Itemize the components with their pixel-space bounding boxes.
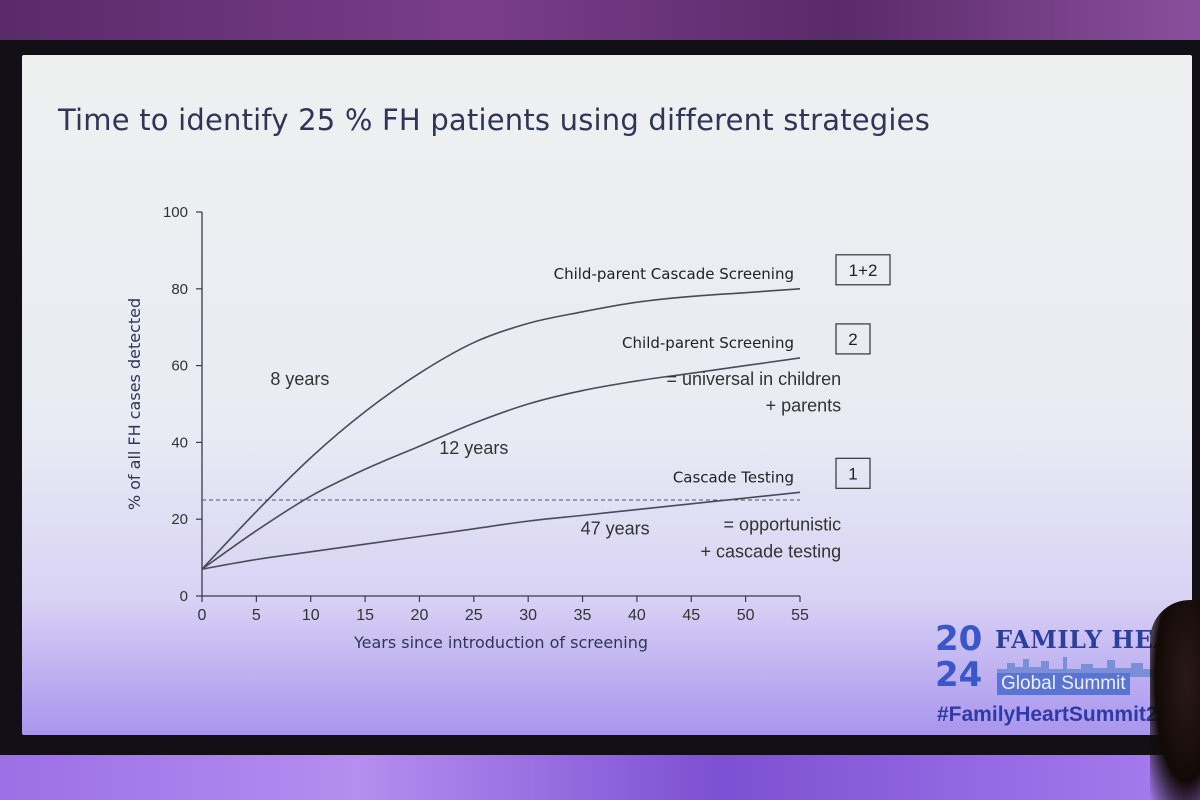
detection-line-chart: 0 20 40 60 80 100 0 5 10 15 20 25 30 35 40 45 50 55 Years … xyxy=(125,204,891,652)
series-line-child-parent-cascade xyxy=(201,288,801,570)
logo-year-bottom: 24 xyxy=(935,655,983,695)
series-line-cascade-testing xyxy=(201,491,801,570)
x-tick-label: 10 xyxy=(302,607,320,624)
presentation-slide: Time to identify 25 % FH patients using … xyxy=(22,55,1192,735)
x-tick-label: 0 xyxy=(198,607,207,624)
y-tick-label: 60 xyxy=(171,358,188,375)
annotation-label: = opportunistic xyxy=(724,515,842,535)
x-tick-label: 15 xyxy=(356,607,374,624)
x-axis-label: Years since introduction of screening xyxy=(353,633,648,652)
stage-floor xyxy=(0,755,1200,800)
stage-ceiling xyxy=(0,0,1200,42)
y-tick-label: 40 xyxy=(171,434,188,451)
skyline-icon xyxy=(997,657,1187,677)
series-tag-label: 2 xyxy=(848,330,857,349)
annotation-label: + parents xyxy=(766,396,842,416)
series-name-label: Child-parent Screening xyxy=(622,334,794,352)
annotation-label: + cascade testing xyxy=(701,542,842,562)
series-tag-label: 1 xyxy=(848,464,857,483)
y-tick-label: 20 xyxy=(171,511,188,528)
series-tag-box xyxy=(835,323,871,355)
annotation-label: 12 years xyxy=(439,438,508,458)
audience-member-silhouette xyxy=(1150,600,1200,800)
y-tick-label: 100 xyxy=(163,204,188,221)
x-tick-label: 30 xyxy=(519,607,537,624)
x-tick-label: 55 xyxy=(791,607,809,624)
x-tick-label: 25 xyxy=(465,607,483,624)
chart-labels: Child-parent Cascade Screening 1+2 Child-p… xyxy=(270,254,891,562)
series-tag-label: 1+2 xyxy=(849,261,878,280)
x-tick-label: 40 xyxy=(628,607,646,624)
logo-year-top: 20 xyxy=(935,619,983,659)
slide-title: Time to identify 25 % FH patients using … xyxy=(58,103,931,137)
x-tick-label: 20 xyxy=(411,607,429,624)
x-tick-label: 5 xyxy=(252,607,261,624)
annotation-label: 8 years xyxy=(270,369,329,389)
chart-axes: 0 20 40 60 80 100 0 5 10 15 20 25 30 35 40 45 50 55 Years … xyxy=(125,204,809,652)
series-name-label: Child-parent Cascade Screening xyxy=(554,265,794,283)
x-tick-label: 35 xyxy=(574,607,592,624)
series-name-label: Cascade Testing xyxy=(673,468,794,486)
summit-logo: 20 24 FAMILY HEART Global Summit #Family… xyxy=(935,621,1192,735)
chart-lines xyxy=(201,288,801,570)
annotation-label: 47 years xyxy=(581,519,650,539)
x-tick-label: 50 xyxy=(737,607,755,624)
y-tick-label: 0 xyxy=(180,588,188,605)
logo-subtitle: Global Summit xyxy=(997,673,1130,695)
y-tick-label: 80 xyxy=(171,281,188,298)
series-tag-box xyxy=(835,457,871,489)
logo-hashtag: #FamilyHeartSummit24 xyxy=(937,703,1170,726)
logo-year: 20 24 xyxy=(935,621,997,699)
y-axis-label: % of all FH cases detected xyxy=(125,298,144,510)
x-tick-label: 45 xyxy=(682,607,700,624)
series-tag-box xyxy=(835,254,891,286)
series-line-child-parent-screening xyxy=(201,357,801,570)
annotation-label: = universal in children xyxy=(667,369,842,389)
